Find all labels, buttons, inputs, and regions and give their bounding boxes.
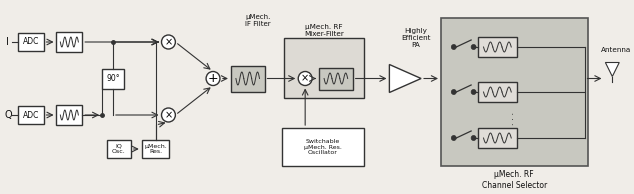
Circle shape (451, 135, 456, 140)
Bar (231, 66, 264, 92)
Bar (56, 105, 82, 125)
Bar (285, 38, 364, 98)
Text: +: + (208, 73, 218, 86)
Circle shape (451, 44, 456, 49)
Bar (477, 128, 517, 148)
Circle shape (451, 89, 456, 94)
Text: μMech. RF
Mixer-Filter: μMech. RF Mixer-Filter (304, 23, 344, 36)
Bar (18, 106, 44, 124)
Bar (102, 68, 124, 88)
Circle shape (298, 72, 312, 86)
Circle shape (206, 72, 220, 86)
Bar (319, 68, 353, 89)
Text: 90°: 90° (106, 74, 120, 83)
Bar (141, 140, 169, 158)
Circle shape (471, 44, 476, 49)
Bar (477, 37, 517, 57)
Text: Switchable
μMech. Res.
Oscillator: Switchable μMech. Res. Oscillator (304, 139, 342, 155)
Bar (18, 33, 44, 51)
Text: Q: Q (4, 110, 12, 120)
Text: I: I (6, 37, 10, 47)
Bar (107, 140, 131, 158)
Text: · · ·: · · · (510, 111, 519, 125)
Text: ×: × (164, 37, 172, 47)
Polygon shape (389, 64, 421, 93)
Text: Antenna: Antenna (601, 47, 631, 53)
Polygon shape (605, 62, 619, 76)
Circle shape (162, 108, 176, 122)
Text: μMech.
Res.: μMech. Res. (144, 144, 167, 154)
Circle shape (162, 35, 176, 49)
Text: ×: × (301, 74, 309, 83)
Text: ×: × (164, 110, 172, 120)
Bar (56, 32, 82, 52)
Text: IQ
Osc.: IQ Osc. (112, 144, 126, 154)
Text: ADC: ADC (23, 111, 39, 120)
Text: ADC: ADC (23, 37, 39, 47)
Circle shape (471, 89, 476, 94)
Text: μMech.
IF Filter: μMech. IF Filter (245, 14, 271, 27)
Bar (282, 128, 364, 166)
Circle shape (471, 135, 476, 140)
Bar (477, 82, 517, 102)
Bar (441, 18, 588, 166)
Text: μMech. RF
Channel Selector: μMech. RF Channel Selector (482, 170, 547, 190)
Text: Highly
Efficient
PA: Highly Efficient PA (401, 28, 431, 48)
